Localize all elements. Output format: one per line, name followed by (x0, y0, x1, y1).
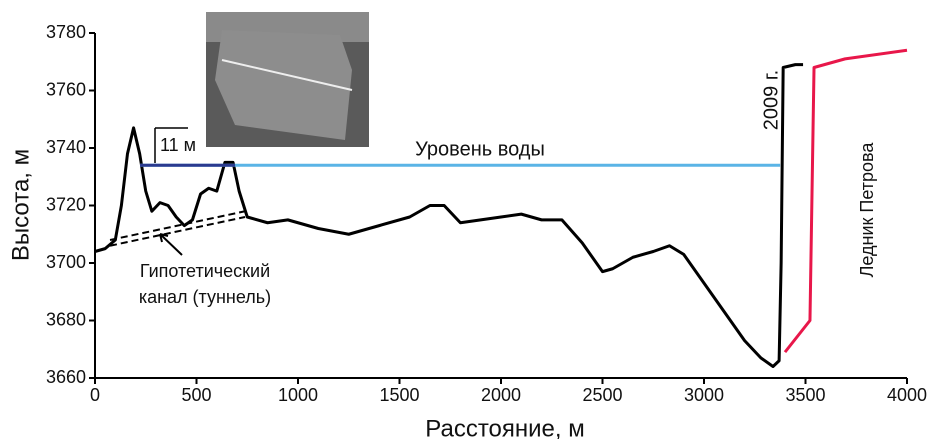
series-line (110, 211, 245, 240)
y-tick-label: 3720 (46, 194, 86, 214)
series-line (785, 50, 907, 352)
annotation: Уровень воды (415, 138, 545, 160)
arrow (160, 234, 182, 255)
x-tick-label: 1500 (379, 385, 419, 405)
annotation: Гипотетический (140, 261, 270, 281)
photo-inset (206, 12, 369, 147)
annotation: Ледник Петрова (857, 142, 877, 278)
annotation: канал (туннель) (139, 287, 271, 307)
y-tick-label: 3660 (46, 367, 86, 387)
y-tick-label: 3760 (46, 79, 86, 99)
x-tick-label: 0 (90, 385, 100, 405)
annotation: 2009 г. (760, 70, 782, 130)
x-tick-label: 3000 (684, 385, 724, 405)
y-axis-label: Высота, м (7, 149, 34, 261)
x-tick-label: 3500 (785, 385, 825, 405)
x-tick-label: 2000 (481, 385, 521, 405)
x-axis-label: Расстояние, м (425, 415, 584, 439)
y-tick-label: 3700 (46, 252, 86, 272)
x-tick-label: 4000 (887, 385, 927, 405)
series-line (95, 65, 803, 367)
x-tick-label: 500 (181, 385, 211, 405)
y-tick-label: 3680 (46, 309, 86, 329)
x-tick-label: 2500 (582, 385, 622, 405)
annotation: 11 м (160, 135, 196, 155)
chart: Расстояние, м Высота, м 3660 3680 3700 3720… (0, 0, 930, 439)
series-line (110, 217, 245, 246)
x-tick-label: 1000 (278, 385, 318, 405)
y-tick-label: 3740 (46, 137, 86, 157)
y-tick-label: 3780 (46, 22, 86, 42)
